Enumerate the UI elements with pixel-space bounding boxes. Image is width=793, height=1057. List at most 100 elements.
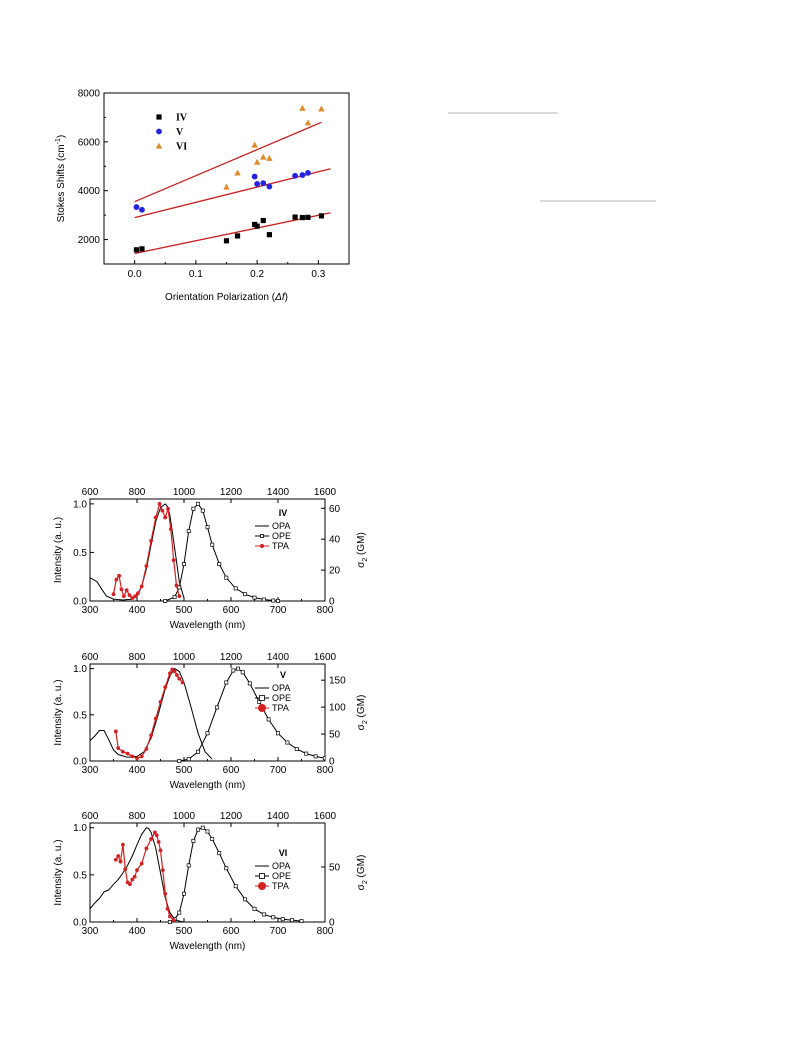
point-v: [254, 180, 261, 187]
fit-line-iv: [134, 212, 331, 255]
legend-label-tpa: TPA: [272, 881, 289, 891]
ope-point: [196, 501, 201, 506]
point-v: [139, 206, 145, 213]
series-group: [90, 825, 304, 924]
legend-marker-tpa: [258, 882, 266, 890]
tpa-point: [124, 588, 129, 593]
tpa-point: [163, 685, 168, 689]
top-x-tick-label: 1600: [314, 487, 337, 498]
tpa-point: [154, 833, 159, 838]
tpa-point: [121, 842, 125, 847]
tpa-point: [163, 891, 168, 896]
x-tick-label: 700: [270, 926, 287, 937]
faint-lines: [448, 112, 656, 202]
tpa-point: [163, 515, 168, 520]
tpa-point: [144, 564, 149, 568]
y-tick-label: 0.5: [73, 870, 87, 881]
ope-point: [261, 912, 266, 917]
legend-label-vi: VI: [176, 142, 187, 153]
ope-point: [186, 757, 191, 762]
y2-axis-label-symbol: σ: [356, 883, 367, 890]
tpa-point: [153, 515, 158, 520]
legend-label-opa: OPA: [272, 683, 290, 693]
y-tick-label: 0.0: [73, 918, 87, 929]
legend-label-ope: OPE: [272, 693, 291, 703]
tpa-point: [127, 593, 132, 598]
x-axis-label: Wavelength (nm): [170, 620, 246, 631]
y-tick-label: 0.0: [73, 757, 87, 768]
x-tick-label: 800: [317, 605, 334, 616]
x-tick-label: 0.2: [250, 269, 264, 280]
point-vi: [234, 169, 241, 176]
ope-point: [177, 759, 182, 763]
y-tick-label: 4000: [78, 186, 101, 197]
top-x-tick-label: 1200: [220, 487, 243, 498]
ope-point: [243, 592, 248, 597]
y2-axis-label: σ2 (GM): [356, 855, 369, 891]
y2-axis-label-end: (GM): [356, 695, 367, 721]
ope-point: [224, 575, 229, 580]
ope-point: [313, 754, 318, 759]
y2-tick-label: 50: [329, 730, 341, 741]
top-x-tick-label: 1000: [173, 652, 196, 663]
y2-axis-label-sub: 2: [362, 880, 369, 884]
x-tick-label: 500: [176, 765, 193, 776]
tpa-point: [116, 854, 121, 858]
top-x-tick-label: 1000: [173, 811, 196, 822]
legend-label-opa: OPA: [272, 521, 290, 531]
point-v: [292, 172, 298, 179]
ope-point: [214, 705, 219, 710]
y-tick-label: 6000: [78, 137, 101, 148]
point-vi: [260, 153, 267, 160]
tpa-point: [116, 746, 121, 750]
ope-point: [247, 681, 252, 686]
ope-point: [252, 595, 257, 600]
x-axis-label-symbol: Δf: [274, 292, 286, 303]
tpa-point: [121, 749, 125, 754]
tpa-point: [174, 583, 179, 588]
tpa-point: [149, 733, 154, 738]
top-x-tick-label: 1200: [220, 811, 243, 822]
legend-label-tpa: TPA: [272, 703, 289, 713]
legend-marker-iv: [156, 114, 162, 120]
tpa-point: [128, 882, 132, 887]
legend-marker-ope: [260, 534, 264, 538]
tpa-point: [121, 594, 126, 599]
ope-point: [191, 838, 196, 843]
point-iv: [139, 246, 145, 252]
ope-point: [299, 919, 304, 924]
legend-marker-ope: [259, 695, 265, 701]
tpa-point: [171, 558, 176, 563]
tpa-point: [114, 577, 119, 582]
tpa-point: [130, 877, 135, 882]
tpa-point: [130, 754, 135, 759]
point-vi: [253, 158, 261, 165]
y-axis-label-sup: -1: [55, 138, 62, 144]
series-line-tpa: [115, 831, 175, 921]
tpa-point: [113, 857, 118, 862]
ope-point: [186, 529, 191, 534]
ope-point: [177, 585, 182, 590]
y-axis-label: Stokes Shifts (cm-1): [55, 135, 67, 222]
point-iv: [305, 214, 311, 220]
x-tick-label: 300: [82, 765, 99, 776]
tpa-point: [152, 830, 157, 835]
point-iv: [234, 233, 241, 239]
y-axis-label: Intensity (a. u.): [53, 839, 64, 905]
y-axis-label: Intensity (a. u.): [53, 517, 64, 583]
x-tick-label: 500: [176, 926, 193, 937]
x-axis-label-text: Orientation Polarization (: [165, 292, 276, 303]
tpa-point: [168, 671, 172, 676]
y2-tick-label: 100: [329, 703, 346, 714]
ope-point: [276, 731, 280, 736]
tpa-point: [171, 918, 176, 923]
point-iv: [266, 232, 272, 238]
y2-tick-label: 60: [329, 504, 341, 515]
ope-point: [205, 525, 210, 530]
ope-point: [217, 851, 222, 856]
x-tick-label: 300: [82, 926, 99, 937]
series-group: [90, 666, 325, 763]
tpa-point: [139, 584, 144, 589]
x-tick-label: 400: [129, 926, 146, 937]
